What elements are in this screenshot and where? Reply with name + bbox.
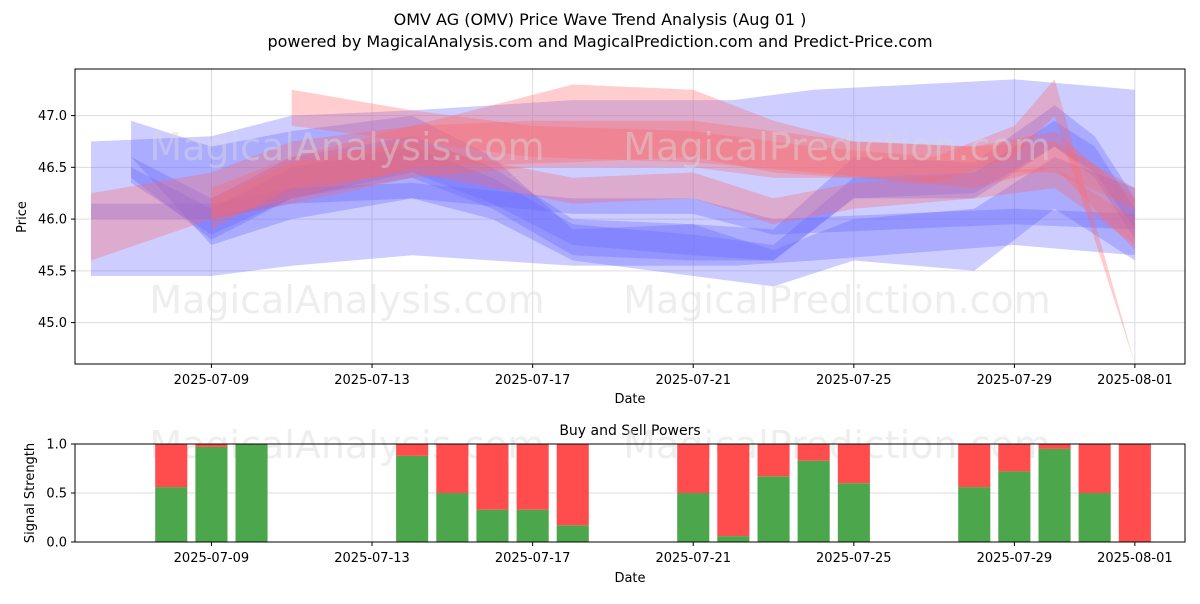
price-x-tick-label: 2025-07-13 (334, 373, 410, 388)
price-x-tick-label: 2025-07-25 (816, 373, 892, 388)
price-x-tick-label: 2025-07-17 (495, 373, 571, 388)
price-band-7 (211, 84, 1135, 220)
price-band-9 (291, 79, 1135, 364)
buy-bar (235, 444, 268, 542)
signal-x-tick-label: 2025-07-13 (334, 551, 410, 566)
price-y-tick-label: 46.5 (38, 161, 67, 176)
price-bands (91, 79, 1135, 364)
sell-bar (958, 444, 991, 488)
buy-bar (516, 509, 549, 542)
buy-bar (476, 509, 509, 542)
signal-x-tick-label: 2025-07-21 (655, 551, 731, 566)
signal-y-tick-label: 0.5 (46, 487, 67, 502)
signal-x-tick-label: 2025-08-01 (1097, 551, 1173, 566)
signal-chart: Buy and Sell Powers MagicalAnalysis.com … (23, 423, 1186, 586)
sell-bar (476, 444, 509, 510)
buy-bar (1038, 448, 1071, 542)
signal-bars (155, 444, 1151, 542)
price-band-8 (211, 141, 1135, 245)
buy-bar (757, 476, 790, 542)
signal-y-ticks: 0.0 0.5 1.0 (46, 438, 75, 551)
sell-bar (998, 444, 1031, 472)
price-x-ticks: 2025-07-09 2025-07-13 2025-07-17 2025-07-21… (174, 364, 1173, 388)
buy-bar (195, 446, 228, 542)
price-x-tick-label: 2025-08-01 (1097, 373, 1173, 388)
buy-bar (436, 493, 469, 542)
buy-bar (396, 455, 429, 542)
chart-title: OMV AG (OMV) Price Wave Trend Analysis (… (394, 10, 807, 29)
price-x-tick-label: 2025-07-29 (977, 373, 1053, 388)
buy-bar (556, 525, 589, 542)
price-y-ticks: 45.0 45.5 46.0 46.5 47.0 (38, 109, 75, 331)
sell-bar (717, 444, 750, 537)
price-y-label: Price (15, 201, 30, 233)
sell-bar (677, 444, 710, 493)
price-band-1 (91, 79, 1135, 277)
sell-bar (556, 444, 589, 526)
buy-bar (797, 460, 830, 542)
buy-bar (155, 487, 188, 542)
watermark-prediction-2: MagicalPrediction.com (623, 278, 1051, 322)
buy-bar (717, 536, 750, 542)
price-x-tick-label: 2025-07-09 (174, 373, 250, 388)
sell-bar (516, 444, 549, 510)
signal-y-tick-label: 0.0 (46, 536, 67, 551)
price-chart: MagicalAnalysis.com MagicalPrediction.co… (15, 68, 1186, 407)
buy-bar (1078, 493, 1111, 542)
buy-bar (677, 493, 710, 542)
signal-y-tick-label: 1.0 (46, 438, 67, 453)
price-grid (75, 69, 1185, 364)
watermark-analysis-2: MagicalAnalysis.com (149, 278, 544, 322)
signal-y-label: Signal Strength (23, 443, 38, 543)
sell-bar (1038, 444, 1071, 449)
sell-bar (1078, 444, 1111, 493)
sell-bar (396, 444, 429, 456)
chart-subtitle: powered by MagicalAnalysis.com and Magic… (267, 32, 932, 51)
price-band-3 (131, 120, 1135, 261)
buy-bar (958, 487, 991, 542)
price-y-tick-label: 45.0 (38, 316, 67, 331)
price-plot-frame (74, 68, 1186, 365)
price-y-tick-label: 46.0 (38, 213, 67, 228)
sell-bar (195, 444, 228, 447)
signal-x-tick-label: 2025-07-09 (174, 551, 250, 566)
price-band-5 (131, 115, 1135, 287)
sell-bar (837, 444, 870, 484)
watermark-analysis: MagicalAnalysis.com (149, 125, 544, 169)
signal-x-tick-label: 2025-07-29 (977, 551, 1053, 566)
price-band-6 (91, 120, 1135, 261)
buy-bar (998, 471, 1031, 542)
sell-bar (797, 444, 830, 461)
price-x-tick-label: 2025-07-21 (655, 373, 731, 388)
price-y-tick-label: 45.5 (38, 264, 67, 279)
price-band-4 (91, 182, 1135, 235)
signal-title: Buy and Sell Powers (559, 423, 700, 439)
watermark-prediction: MagicalPrediction.com (623, 125, 1051, 169)
price-y-tick-label: 47.0 (38, 109, 67, 124)
sell-bar (155, 444, 188, 488)
price-x-label: Date (614, 392, 645, 407)
signal-x-tick-label: 2025-07-25 (816, 551, 892, 566)
sell-bar (1118, 444, 1151, 542)
price-band-2 (131, 105, 1135, 261)
signal-x-label: Date (614, 571, 645, 586)
sell-bar (436, 444, 469, 493)
buy-bar (837, 483, 870, 542)
sell-bar (757, 444, 790, 477)
signal-x-tick-label: 2025-07-17 (495, 551, 571, 566)
signal-x-ticks: 2025-07-09 2025-07-13 2025-07-17 2025-07-21… (174, 542, 1173, 566)
